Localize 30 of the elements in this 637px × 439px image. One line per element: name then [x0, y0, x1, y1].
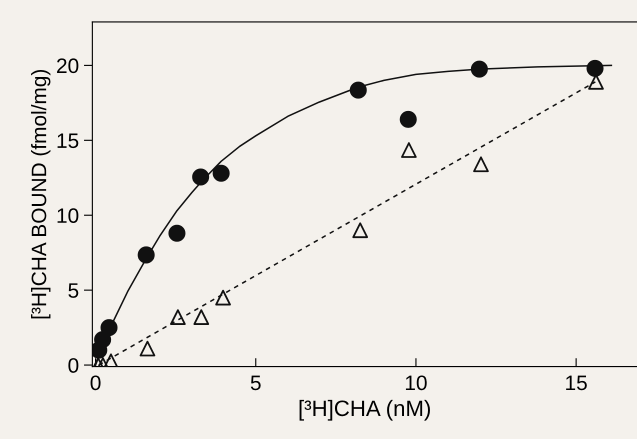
- y-tick-label: 10: [58, 208, 78, 223]
- point: [352, 222, 368, 238]
- y-tick-label: 5: [68, 283, 78, 298]
- y-axis-title: [³H]CHA BOUND (fmol/mg): [31, 70, 50, 318]
- point: [94, 331, 112, 348]
- point: [350, 82, 367, 99]
- point: [192, 168, 210, 186]
- y-tick-label: 20: [57, 58, 78, 74]
- point: [168, 224, 186, 242]
- point: [103, 353, 119, 367]
- x-tick-label: 0: [90, 375, 101, 390]
- point: [588, 74, 604, 90]
- y-tick-label: 15: [58, 134, 78, 148]
- point: [140, 340, 156, 356]
- point: [215, 290, 231, 306]
- point: [586, 60, 604, 77]
- point: [193, 309, 210, 325]
- point: [400, 110, 417, 128]
- x-axis-title: [³H]CHA (nM): [300, 400, 430, 421]
- point: [473, 156, 489, 172]
- point: [401, 142, 417, 158]
- y-tick-label: 0: [68, 358, 78, 373]
- point: [470, 60, 488, 78]
- x-tick-label: 5: [250, 376, 261, 390]
- point: [212, 164, 230, 182]
- point: [138, 246, 155, 264]
- x-tick-label: 15: [566, 376, 587, 390]
- point: [170, 309, 186, 325]
- point: [100, 319, 118, 336]
- x-tick-label: 10: [406, 375, 427, 390]
